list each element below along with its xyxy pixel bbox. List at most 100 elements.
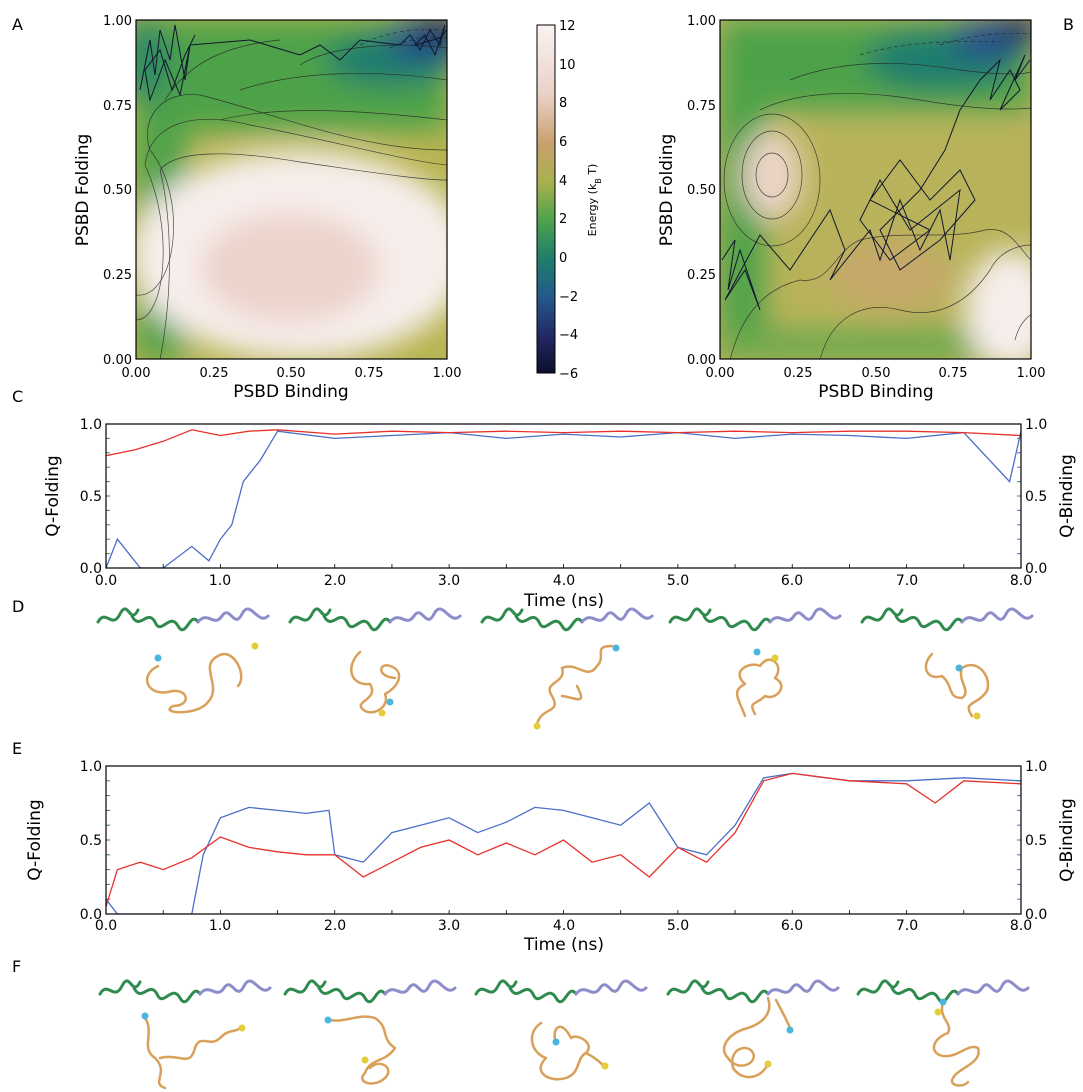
timecourse-c-ytick-right: 0.5 bbox=[1025, 489, 1047, 505]
timecourse-e-ytick-left: 1.0 bbox=[80, 759, 102, 775]
timecourse-e-xtick: 6.0 bbox=[781, 918, 803, 934]
heatmap-a-ylabel: PSBD Folding bbox=[73, 134, 93, 247]
colorbar-tick: 4 bbox=[559, 174, 567, 189]
panel-label-b: B bbox=[1063, 15, 1074, 34]
heatmap-b: 0.00 0.25 0.50 0.75 1.00 0.00 0.25 0.50 … bbox=[657, 14, 1046, 402]
snapshot-d-5 bbox=[860, 607, 1034, 720]
timecourse-c: 0.0 1.0 2.0 3.0 4.0 5.0 6.0 7.0 8.0 0.0 … bbox=[43, 417, 1077, 611]
timecourse-c-ylabel-left: Q-Folding bbox=[43, 455, 63, 536]
heatmap-b-trajectory bbox=[721, 54, 1031, 311]
timecourse-e-xtick: 2.0 bbox=[324, 918, 346, 934]
timecourse-e: 0.0 1.0 2.0 3.0 4.0 5.0 6.0 7.0 8.0 0.0 … bbox=[25, 759, 1077, 955]
timecourse-e-ylabel-left: Q-Folding bbox=[25, 799, 45, 880]
colorbar-tick: 2 bbox=[559, 212, 567, 227]
timecourse-c-xtick: 3.0 bbox=[438, 573, 460, 589]
timecourse-e-ylabel-right: Q-Binding bbox=[1057, 798, 1077, 882]
timecourse-c-xtick: 8.0 bbox=[1010, 573, 1032, 589]
heatmap-a-xtick: 1.00 bbox=[433, 366, 462, 381]
timecourse-e-folding-line bbox=[106, 772, 1021, 907]
panel-label-f: F bbox=[12, 957, 21, 976]
heatmap-a: 0.00 0.25 0.50 0.75 1.00 0.00 0.25 0.50 … bbox=[73, 14, 462, 402]
timecourse-c-ytick-left: 1.0 bbox=[80, 417, 102, 433]
heatmap-a-trajectory bbox=[139, 24, 447, 102]
colorbar-tick: 10 bbox=[559, 58, 576, 73]
heatmap-b-frame bbox=[719, 19, 1032, 360]
timecourse-e-ytick-right: 0.5 bbox=[1025, 833, 1047, 849]
timecourse-e-xtick: 1.0 bbox=[209, 918, 231, 934]
heatmap-a-xtick: 0.75 bbox=[355, 366, 384, 381]
timecourse-c-ytick-left: 0.0 bbox=[80, 561, 102, 577]
heatmap-b-xtick: 0.50 bbox=[862, 366, 891, 381]
timecourse-c-xlabel: Time (ns) bbox=[523, 591, 604, 611]
panel-label-d: D bbox=[12, 597, 24, 616]
heatmap-b-xtick: 1.00 bbox=[1017, 366, 1046, 381]
heatmap-a-ytick: 1.00 bbox=[103, 14, 132, 29]
snapshot-f-1 bbox=[98, 979, 272, 1090]
heatmap-a-xtick: 0.25 bbox=[200, 366, 229, 381]
timecourse-e-xtick: 7.0 bbox=[896, 918, 918, 934]
snapshot-d-2 bbox=[288, 607, 462, 717]
timecourse-e-xtick: 8.0 bbox=[1010, 918, 1032, 934]
heatmap-a-xlabel: PSBD Binding bbox=[233, 382, 348, 402]
colorbar-tick: −4 bbox=[559, 328, 578, 343]
timecourse-c-folding-line bbox=[106, 429, 1021, 457]
structure-snapshots-d bbox=[96, 607, 1034, 730]
heatmap-b-ytick: 0.25 bbox=[687, 268, 716, 283]
colorbar-tick: 8 bbox=[559, 96, 567, 111]
panel-label-e: E bbox=[12, 739, 22, 758]
timecourse-c-xtick: 1.0 bbox=[209, 573, 231, 589]
colorbar: 12 10 8 6 4 2 0 −2 −4 −6 Energy (kB T) bbox=[536, 19, 603, 382]
timecourse-c-xtick: 4.0 bbox=[553, 573, 575, 589]
heatmap-a-ytick: 0.50 bbox=[103, 183, 132, 198]
colorbar-tick: −6 bbox=[559, 367, 578, 382]
colorbar-tick: 6 bbox=[559, 135, 567, 150]
snapshot-f-4 bbox=[666, 979, 840, 1079]
timecourse-e-xlabel: Time (ns) bbox=[523, 935, 604, 955]
colorbar-tick: −2 bbox=[559, 290, 578, 305]
heatmap-b-energy-field bbox=[720, 20, 1031, 359]
timecourse-e-frame bbox=[105, 765, 1022, 915]
timecourse-e-binding-line bbox=[106, 772, 1021, 914]
timecourse-c-ytick-right: 0.0 bbox=[1025, 561, 1047, 577]
snapshot-f-2 bbox=[283, 979, 457, 1085]
timecourse-e-xtick: 4.0 bbox=[553, 918, 575, 934]
heatmap-a-ytick: 0.00 bbox=[103, 353, 132, 368]
timecourse-c-binding-line bbox=[106, 430, 1021, 568]
panel-label-a: A bbox=[12, 15, 23, 34]
heatmap-a-energy-field bbox=[136, 20, 447, 359]
heatmap-a-xtick: 0.00 bbox=[122, 366, 151, 381]
structure-snapshots-f bbox=[98, 979, 1030, 1090]
panel-label-c: C bbox=[12, 387, 23, 406]
timecourse-e-xtick: 3.0 bbox=[438, 918, 460, 934]
timecourse-e-ytick-left: 0.5 bbox=[80, 833, 102, 849]
timecourse-c-xtick: 2.0 bbox=[324, 573, 346, 589]
timecourse-c-xtick: 0.0 bbox=[95, 573, 117, 589]
heatmap-a-frame bbox=[135, 19, 448, 360]
snapshot-d-4 bbox=[668, 607, 842, 718]
heatmap-b-contours bbox=[723, 33, 1031, 359]
timecourse-c-xtick: 7.0 bbox=[896, 573, 918, 589]
snapshot-f-3 bbox=[474, 979, 648, 1081]
heatmap-b-ytick: 0.00 bbox=[687, 353, 716, 368]
heatmap-b-ytick: 0.75 bbox=[687, 99, 716, 114]
timecourse-c-xtick: 5.0 bbox=[667, 573, 689, 589]
heatmap-b-ylabel: PSBD Folding bbox=[657, 134, 677, 247]
colorbar-gradient bbox=[536, 24, 556, 374]
colorbar-label: Energy (kB T) bbox=[586, 164, 603, 237]
timecourse-c-frame bbox=[105, 423, 1022, 569]
heatmap-a-ytick: 0.25 bbox=[103, 268, 132, 283]
colorbar-tick: 0 bbox=[559, 251, 567, 266]
snapshot-d-3 bbox=[480, 607, 654, 730]
snapshot-d-1 bbox=[96, 607, 270, 714]
timecourse-c-ylabel-right: Q-Binding bbox=[1057, 454, 1077, 538]
heatmap-b-ytick: 1.00 bbox=[687, 14, 716, 29]
heatmap-a-xtick: 0.50 bbox=[277, 366, 306, 381]
heatmap-b-xtick: 0.75 bbox=[939, 366, 968, 381]
timecourse-e-ytick-right: 0.0 bbox=[1025, 907, 1047, 923]
snapshot-f-5 bbox=[856, 979, 1030, 1087]
heatmap-b-xtick: 0.00 bbox=[706, 366, 735, 381]
timecourse-e-ytick-left: 0.0 bbox=[80, 907, 102, 923]
heatmap-b-xtick: 0.25 bbox=[784, 366, 813, 381]
heatmap-a-ytick: 0.75 bbox=[103, 99, 132, 114]
